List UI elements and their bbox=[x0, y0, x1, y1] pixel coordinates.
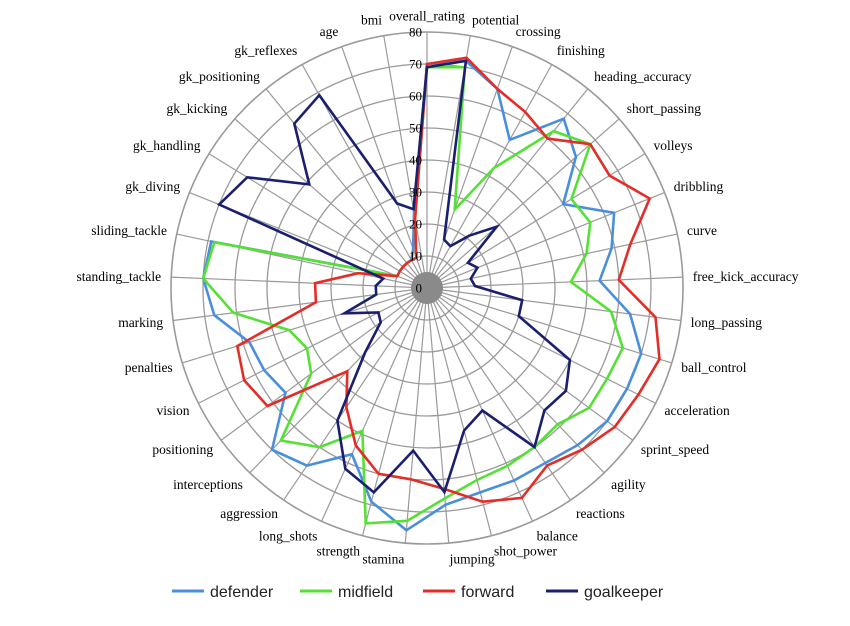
axis-label: gk_reflexes bbox=[234, 43, 297, 58]
axis-label: gk_handling bbox=[133, 138, 201, 153]
tick-label: 0 bbox=[416, 281, 423, 296]
axis-label: marking bbox=[118, 315, 163, 330]
grid-spoke bbox=[426, 287, 533, 522]
grid-spoke bbox=[426, 88, 589, 289]
tick-label: 10 bbox=[409, 249, 422, 264]
legend-label: goalkeeper bbox=[584, 584, 664, 601]
radial-tick-labels: 0 10 20 30 40 50 60 70 80 bbox=[409, 25, 422, 296]
axis-label: balance bbox=[537, 528, 578, 543]
grid-spoke bbox=[426, 287, 493, 536]
axis-label: shot_power bbox=[494, 544, 557, 559]
tick-label: 20 bbox=[409, 217, 422, 232]
grid-spoke bbox=[426, 287, 450, 544]
tick-label: 30 bbox=[409, 185, 422, 200]
grid-spoke bbox=[208, 153, 428, 289]
axis-label: ball_control bbox=[681, 360, 746, 375]
legend-item-midfield: midfield bbox=[300, 584, 393, 601]
legend: defender midfield forward goalkeeper bbox=[172, 584, 664, 601]
grid-spoke bbox=[249, 287, 428, 474]
axis-label: aggression bbox=[220, 506, 278, 521]
grid-spoke bbox=[426, 64, 553, 289]
tick-label: 60 bbox=[409, 89, 422, 104]
axis-label: long_passing bbox=[691, 315, 763, 330]
axis-label: gk_diving bbox=[125, 179, 180, 194]
axis-label: short_passing bbox=[627, 101, 702, 116]
axis-label: overall_rating bbox=[389, 9, 465, 24]
legend-label: midfield bbox=[338, 584, 393, 601]
axis-label: sprint_speed bbox=[641, 442, 709, 457]
axis-label: strength bbox=[317, 544, 361, 559]
axis-label: long_shots bbox=[259, 528, 318, 543]
axis-label: free_kick_accuracy bbox=[693, 269, 799, 284]
axis-label: stamina bbox=[362, 552, 404, 567]
axis-label: gk_positioning bbox=[179, 69, 260, 84]
axis-label: sliding_tackle bbox=[91, 223, 167, 238]
grid-spoke bbox=[426, 287, 571, 501]
series-line-forward bbox=[235, 56, 661, 504]
grid-spoke bbox=[426, 191, 665, 289]
axis-label: age bbox=[320, 24, 339, 39]
axis-label: curve bbox=[687, 223, 717, 238]
axis-label: interceptions bbox=[173, 477, 243, 492]
axis-label: agility bbox=[611, 477, 646, 492]
grid-spoke bbox=[234, 118, 428, 289]
grid-spoke bbox=[426, 287, 634, 441]
grid-spoke bbox=[171, 276, 428, 289]
grid-spoke bbox=[265, 88, 428, 289]
axis-label: gk_kicking bbox=[167, 101, 228, 116]
axis-label: volleys bbox=[654, 138, 693, 153]
tick-label: 50 bbox=[409, 121, 422, 136]
center-hub bbox=[411, 272, 443, 304]
axis-label: acceleration bbox=[665, 403, 730, 418]
grid-spoke bbox=[426, 118, 620, 289]
grid-spoke bbox=[426, 287, 682, 322]
grid-spoke bbox=[426, 233, 678, 289]
axis-label: reactions bbox=[576, 506, 625, 521]
grid-spoke bbox=[383, 35, 428, 289]
axis-label: vision bbox=[156, 403, 189, 418]
grid-spoke bbox=[198, 287, 428, 404]
legend-item-defender: defender bbox=[172, 584, 274, 601]
grid-spoke bbox=[426, 46, 513, 289]
grid-spoke bbox=[426, 276, 683, 289]
legend-label: defender bbox=[210, 584, 274, 601]
legend-label: forward bbox=[461, 584, 514, 601]
axis-label: positioning bbox=[152, 442, 213, 457]
legend-item-goalkeeper: goalkeeper bbox=[546, 584, 664, 601]
grid-spoke bbox=[361, 287, 428, 536]
axis-label: bmi bbox=[361, 12, 382, 27]
tick-label: 40 bbox=[409, 153, 422, 168]
grid-spoke bbox=[426, 287, 656, 404]
series-line-goalkeeper bbox=[216, 59, 572, 495]
grid-spoke bbox=[404, 287, 428, 544]
legend-item-forward: forward bbox=[423, 584, 514, 601]
axis-label: finishing bbox=[557, 43, 605, 58]
axis-label: potential bbox=[472, 12, 519, 27]
grid-spoke bbox=[182, 287, 428, 364]
tick-label: 70 bbox=[409, 57, 422, 72]
series-layer bbox=[201, 56, 661, 532]
axis-label: crossing bbox=[516, 24, 561, 39]
grid-spoke bbox=[283, 287, 428, 501]
grid-spoke bbox=[426, 287, 672, 364]
axis-label: dribbling bbox=[674, 179, 724, 194]
axis-label: penalties bbox=[125, 360, 173, 375]
axis-label: standing_tackle bbox=[76, 269, 161, 284]
axis-label: heading_accuracy bbox=[594, 69, 692, 84]
grid-spoke bbox=[426, 287, 605, 474]
grid-spoke bbox=[321, 287, 428, 522]
grid-spoke bbox=[220, 287, 428, 441]
tick-label: 80 bbox=[409, 25, 422, 40]
axis-label: jumping bbox=[449, 552, 495, 567]
